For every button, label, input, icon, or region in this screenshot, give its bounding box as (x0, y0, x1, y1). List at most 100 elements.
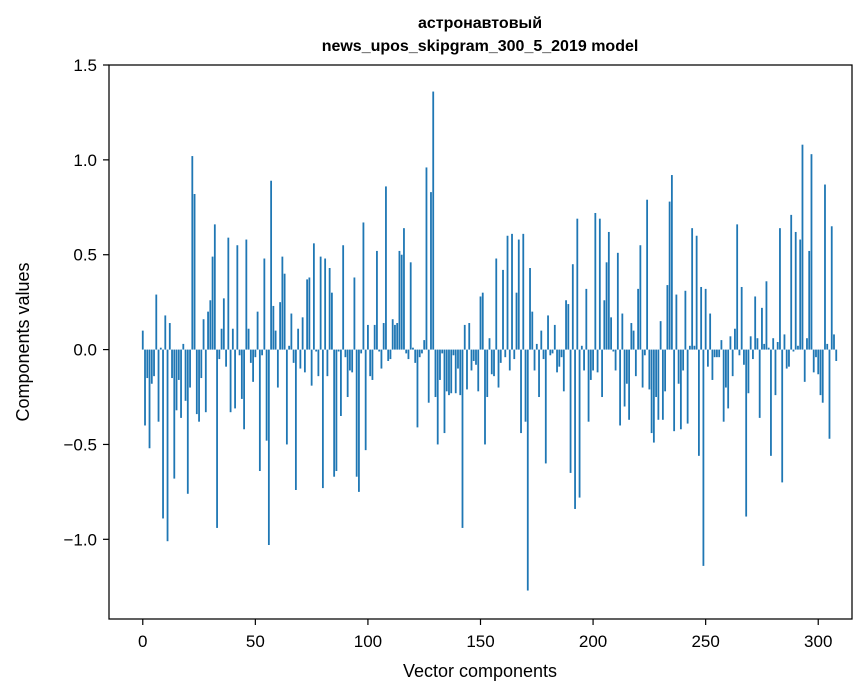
bar (565, 300, 567, 350)
bar (734, 328, 736, 350)
bar (398, 250, 401, 350)
bar (803, 349, 806, 382)
bar (722, 349, 725, 422)
bar (256, 311, 259, 350)
bar (688, 345, 691, 350)
bar (770, 349, 772, 456)
bar (670, 175, 673, 350)
bar (335, 349, 338, 472)
bar (578, 349, 581, 498)
bar (391, 319, 394, 350)
bar (153, 349, 155, 377)
bar (360, 349, 363, 354)
bar (362, 222, 365, 350)
bar (353, 277, 356, 350)
bar (432, 91, 435, 350)
bar (380, 349, 383, 369)
bar (200, 349, 203, 379)
bar (666, 285, 669, 350)
bar (812, 349, 815, 373)
bar (643, 349, 646, 356)
bar (513, 349, 516, 360)
bar (164, 315, 167, 350)
bar (436, 349, 439, 445)
bar (700, 286, 703, 350)
bar (605, 262, 608, 350)
bar (193, 194, 196, 350)
bar (189, 349, 191, 388)
bar (497, 349, 500, 388)
bar (150, 349, 153, 384)
bar (285, 349, 288, 445)
bar (184, 349, 187, 401)
bar (414, 349, 417, 363)
bar (511, 233, 513, 350)
bar (520, 349, 522, 434)
bar (493, 349, 495, 377)
bar (177, 349, 180, 380)
bar (767, 347, 770, 350)
bar (155, 294, 158, 350)
bar (790, 214, 793, 350)
bar (349, 349, 351, 371)
bar (652, 349, 655, 443)
bar (479, 296, 482, 350)
bar (592, 349, 594, 371)
bar (319, 256, 322, 350)
bar (461, 349, 464, 528)
bar (326, 349, 329, 377)
x-tick-label: 100 (354, 632, 382, 651)
bar (247, 328, 250, 350)
bar (506, 235, 509, 350)
bar (740, 286, 743, 350)
bar (607, 231, 610, 350)
bar (301, 317, 304, 350)
bar (457, 349, 459, 369)
bar (175, 349, 178, 411)
bar (560, 349, 563, 358)
bar (709, 313, 712, 350)
y-tick-label: 1.5 (73, 56, 97, 75)
bar (315, 349, 318, 352)
bar (623, 349, 626, 407)
plot-frame (108, 64, 853, 620)
bar (364, 349, 367, 451)
bar (254, 349, 257, 358)
y-axis-label: Components values (13, 262, 33, 421)
bar (799, 239, 802, 350)
bar (616, 252, 619, 350)
bar (549, 349, 552, 356)
bar (538, 349, 540, 398)
bar (797, 345, 799, 350)
bar (524, 349, 527, 422)
bar (267, 349, 270, 546)
y-tick-label: −0.5 (63, 435, 97, 454)
bar (470, 349, 473, 371)
bar (405, 349, 408, 354)
x-tick-label: 200 (579, 632, 607, 651)
bar (290, 313, 293, 350)
bar-series (141, 91, 838, 591)
bar (531, 311, 534, 350)
bar (682, 349, 685, 371)
bar (612, 349, 615, 352)
bar (634, 349, 637, 377)
bar (562, 349, 565, 392)
bar (141, 330, 144, 350)
bar (407, 349, 410, 360)
bar (828, 349, 831, 439)
bar (745, 349, 748, 517)
bar (556, 349, 558, 373)
bar (763, 343, 766, 350)
bar (729, 336, 732, 350)
bar (711, 349, 714, 380)
bar (826, 343, 829, 350)
bar (321, 349, 324, 489)
bar (146, 349, 149, 379)
bar (727, 349, 730, 409)
bar (245, 239, 248, 350)
bar (270, 180, 273, 350)
bar (382, 323, 385, 350)
bar (695, 235, 698, 350)
y-tick-label: −1.0 (63, 530, 97, 549)
